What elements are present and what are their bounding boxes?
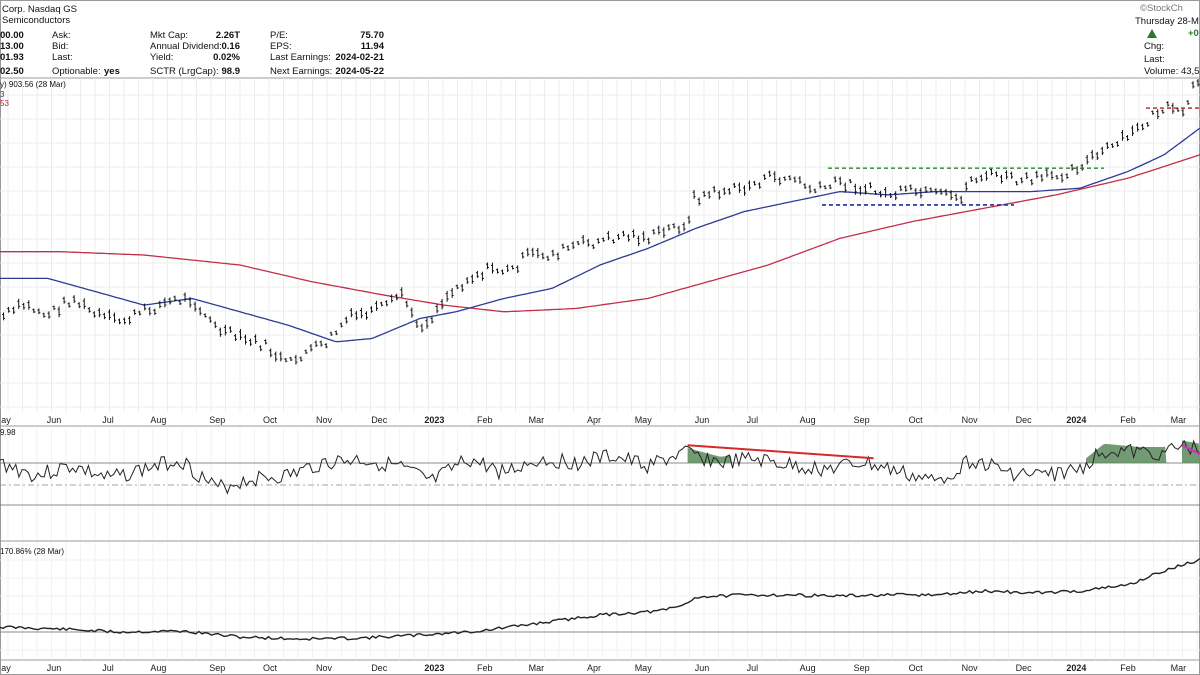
quote-value-0: 00.00 [0, 30, 24, 41]
change-glyph: +0 [1188, 28, 1199, 39]
divergence-line [687, 444, 874, 460]
x-tick-label: May [635, 415, 653, 425]
stats-label-eps: EPS: [270, 41, 292, 52]
x-tick-label-bottom: Sep [854, 663, 870, 673]
quote-label-last: Last: [52, 52, 73, 63]
x-tick-label-bottom: Feb [477, 663, 493, 673]
stats-value-last-earnings: 2024-02-21 [335, 52, 384, 63]
x-tick-label-bottom: Jun [695, 663, 710, 673]
stats-value-eps: 11.94 [360, 41, 384, 52]
stats-label-pe: P/E: [270, 30, 288, 41]
stats-label-dividend: Annual Dividend: [150, 41, 222, 52]
quote-label-bid: Bid: [52, 41, 69, 52]
x-tick-label: Feb [477, 415, 493, 425]
x-tick-label-bottom: Dec [1016, 663, 1033, 673]
quote-label-optionable: Optionable: [52, 66, 101, 77]
x-tick-label-bottom: Nov [316, 663, 333, 673]
x-tick-label: Jul [747, 415, 759, 425]
x-tick-label: Sep [854, 415, 870, 425]
ma200-label: 53 [0, 99, 9, 108]
x-tick-label: Dec [371, 415, 388, 425]
x-tick-label-bottom: Aug [800, 663, 816, 673]
x-tick-label-bottom: Dec [371, 663, 388, 673]
x-tick-label-bottom: Sep [209, 663, 225, 673]
date-label: Thursday 28-M [1135, 16, 1199, 27]
performance-line [0, 558, 1200, 641]
x-tick-label: 2024 [1066, 415, 1086, 425]
x-tick-label: Aug [150, 415, 166, 425]
stats-value-mktcap: 2.26T [215, 30, 240, 41]
x-tick-label-bottom: Oct [909, 663, 924, 673]
x-tick-label-bottom: Feb [1120, 663, 1136, 673]
stats-value-next-earnings: 2024-05-22 [335, 66, 384, 77]
x-tick-label-bottom: Apr [587, 663, 601, 673]
x-tick-label-bottom: Mar [529, 663, 545, 673]
x-tick-label: Dec [1016, 415, 1033, 425]
x-tick-label: ay [1, 415, 11, 425]
x-tick-label: Oct [909, 415, 924, 425]
x-tick-label: Nov [316, 415, 333, 425]
right-label-last: Last: [1144, 54, 1165, 65]
stats-label-next-earnings: Next Earnings: [270, 66, 333, 77]
quote-label-ask: Ask: [52, 30, 71, 41]
stats-label-mktcap: Mkt Cap: [150, 30, 189, 41]
ma50-line [0, 127, 1200, 343]
stats-label-sctr: SCTR (LrgCap): [150, 66, 219, 77]
indicator-line [0, 439, 1200, 495]
indicator-label: 9.98 [0, 428, 16, 437]
stats-label-last-earnings: Last Earnings: [270, 52, 331, 63]
right-label-volume: Volume: 43,5 [1144, 66, 1200, 77]
x-tick-label-bottom: Jul [102, 663, 114, 673]
x-tick-label: Jun [695, 415, 710, 425]
stats-value-sctr: 98.9 [221, 66, 241, 77]
stats-value-yield: 0.02% [213, 52, 240, 63]
x-tick-label: Mar [1171, 415, 1187, 425]
watermark: ©StockCh [1140, 3, 1183, 14]
divergence-line-2 [1181, 444, 1200, 456]
x-tick-label-bottom: Jul [747, 663, 759, 673]
x-tick-label: Sep [209, 415, 225, 425]
x-tick-label-bottom: 2024 [1066, 663, 1086, 673]
x-tick-label: Oct [263, 415, 278, 425]
industry-label: Semiconductors [2, 15, 71, 26]
x-tick-label: Aug [800, 415, 816, 425]
stats-label-yield: Yield: [150, 52, 174, 63]
ma50-label: 3 [0, 90, 5, 99]
x-tick-label: Apr [587, 415, 601, 425]
x-tick-label: Feb [1120, 415, 1136, 425]
company-name: Corp. Nasdaq GS [2, 4, 77, 15]
quote-value-1: 13.00 [0, 41, 24, 52]
x-tick-label-bottom: Aug [150, 663, 166, 673]
x-tick-label-bottom: May [635, 663, 653, 673]
quote-value-2: 01.93 [0, 52, 24, 63]
ma-label: y) 903.56 (28 Mar) [0, 80, 66, 89]
right-label-chg: Chg: [1144, 41, 1165, 52]
quote-value-3: 02.50 [0, 66, 24, 77]
x-tick-label: Mar [529, 415, 545, 425]
performance-label: 170.86% (28 Mar) [0, 547, 65, 556]
x-tick-label: Jul [102, 415, 114, 425]
overbought-fill [687, 448, 732, 463]
x-tick-label-bottom: Mar [1171, 663, 1187, 673]
stats-value-pe: 75.70 [360, 30, 384, 41]
x-tick-label-bottom: Nov [962, 663, 979, 673]
x-tick-label-bottom: 2023 [424, 663, 444, 673]
up-arrow-icon [1147, 29, 1157, 38]
stats-value-dividend: 0.16 [221, 41, 241, 52]
x-tick-label: Nov [962, 415, 979, 425]
x-tick-label: 2023 [424, 415, 444, 425]
x-tick-label-bottom: Jun [47, 663, 62, 673]
x-tick-label-bottom: ay [1, 663, 11, 673]
x-tick-label-bottom: Oct [263, 663, 278, 673]
optionable-value: yes [104, 66, 120, 77]
ma200-line [0, 154, 1200, 313]
x-tick-label: Jun [47, 415, 62, 425]
